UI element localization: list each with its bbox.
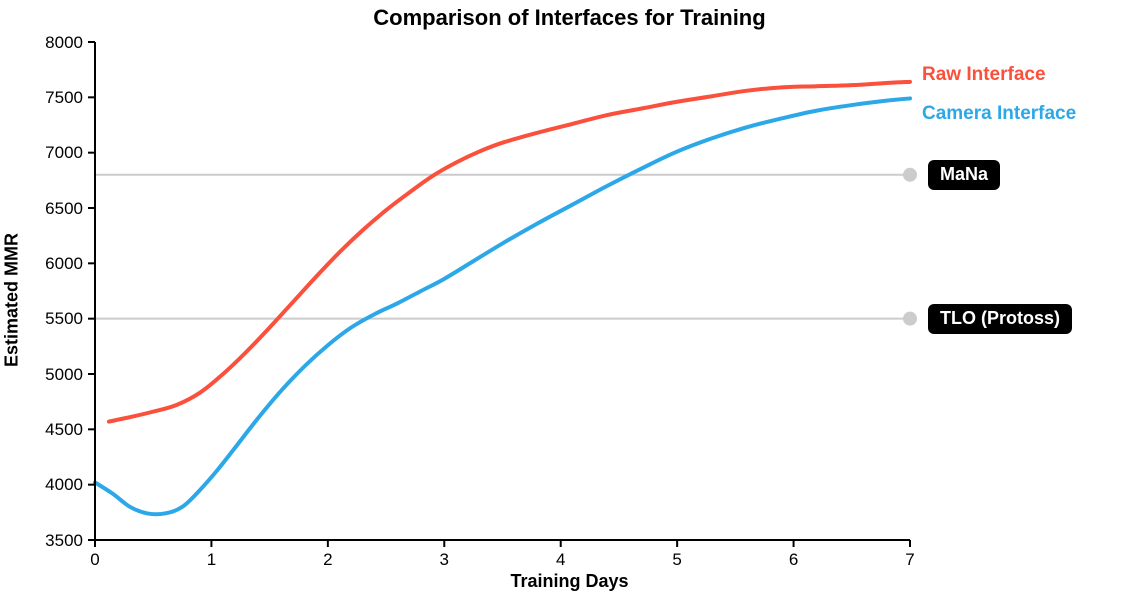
chart-svg: [0, 0, 1139, 600]
y-tick-label: 8000: [45, 33, 83, 53]
y-tick-label: 6000: [45, 254, 83, 274]
y-axis-label: Estimated MMR: [2, 233, 23, 367]
reference-badge: MaNa: [928, 160, 1000, 190]
y-tick-label: 7000: [45, 143, 83, 163]
series-label: Raw Interface: [922, 64, 1046, 86]
line-chart: Comparison of Interfaces for Training Es…: [0, 0, 1139, 600]
y-tick-label: 3500: [45, 531, 83, 551]
x-tick-label: 7: [895, 550, 925, 570]
series-label: Camera Interface: [922, 103, 1076, 125]
x-axis-label: Training Days: [0, 571, 1139, 592]
x-tick-label: 4: [546, 550, 576, 570]
y-tick-label: 5500: [45, 309, 83, 329]
x-tick-label: 3: [429, 550, 459, 570]
reference-badge: TLO (Protoss): [928, 304, 1072, 334]
y-tick-label: 6500: [45, 199, 83, 219]
y-tick-label: 5000: [45, 365, 83, 385]
x-tick-label: 6: [779, 550, 809, 570]
x-tick-label: 2: [313, 550, 343, 570]
chart-title: Comparison of Interfaces for Training: [0, 5, 1139, 31]
y-tick-label: 7500: [45, 88, 83, 108]
y-tick-label: 4500: [45, 420, 83, 440]
x-tick-label: 5: [662, 550, 692, 570]
x-tick-label: 0: [80, 550, 110, 570]
x-tick-label: 1: [196, 550, 226, 570]
y-tick-label: 4000: [45, 475, 83, 495]
